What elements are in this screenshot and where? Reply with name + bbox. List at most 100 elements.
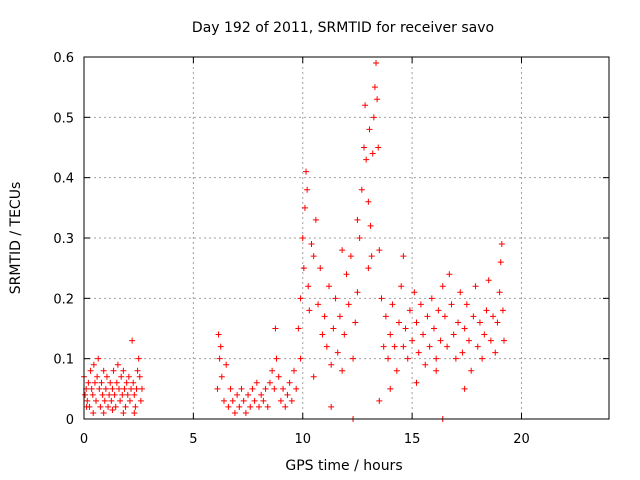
data-point [461,325,468,332]
data-point [131,409,138,416]
data-point [123,379,130,386]
data-point [474,343,481,350]
y-tick-label: 0.4 [53,172,74,187]
data-point [247,403,254,410]
data-point [417,301,424,308]
y-tick-label: 0.2 [53,292,74,307]
data-point [415,349,422,356]
data-point [459,349,466,356]
x-tick-label: 0 [80,432,88,447]
data-point [310,253,317,260]
data-point [133,385,140,392]
data-point [319,331,326,338]
data-point [106,391,113,398]
data-point [450,331,457,338]
data-point [332,295,339,302]
data-point [479,355,486,362]
data-point [124,391,131,398]
data-point [366,126,373,133]
data-point [301,204,308,211]
data-point [272,325,279,332]
y-axis-label: SRMTID / TECUs [8,182,24,295]
data-point [376,397,383,404]
data-point [134,367,141,374]
data-point [494,319,501,326]
data-point [121,385,128,392]
data-point [411,289,418,296]
data-point [354,289,361,296]
data-point [229,397,236,404]
data-point [112,403,119,410]
data-point [93,397,100,404]
data-point [217,343,224,350]
data-point [339,367,346,374]
data-point [107,379,114,386]
data-point [334,349,341,356]
data-point [221,397,227,404]
data-point [404,355,411,362]
data-point [297,355,304,362]
data-point [98,379,105,386]
data-point [215,331,222,338]
data-point [330,325,337,332]
data-point [102,385,109,392]
data-point [374,96,381,103]
data-point [490,313,497,320]
data-point [240,397,247,404]
data-point [369,150,376,157]
data-point [90,361,97,368]
data-point [258,391,265,398]
data-point [89,391,96,398]
data-point [280,385,287,392]
data-point [336,313,343,320]
data-point [108,397,115,404]
data-point [393,367,400,374]
data-point [499,307,506,314]
data-point [323,343,330,350]
data-point [368,253,375,260]
data-point [328,361,335,368]
y-tick-label: 0 [66,413,74,428]
data-point [380,343,387,350]
data-point [426,343,433,350]
data-point [485,277,492,284]
data-point [387,331,394,338]
data-point [262,385,269,392]
data-point [472,283,479,290]
data-point [100,409,107,416]
data-point [291,367,297,374]
data-point [299,235,306,241]
data-point [501,337,507,344]
data-point [120,409,127,416]
data-point [116,385,122,392]
data-point [361,144,367,151]
data-point [223,361,230,368]
data-point [88,385,95,392]
data-point [218,373,225,380]
data-point [234,391,241,398]
data-point [476,319,483,326]
data-point [103,373,110,380]
data-point [343,271,350,278]
data-point [315,301,322,308]
data-point [136,373,143,380]
data-point [362,102,369,109]
data-point [100,367,107,374]
data-point [413,319,420,326]
data-point [135,355,142,362]
data-point [125,373,132,380]
data-point [448,301,455,308]
data-point [497,259,504,266]
data-point [273,355,280,362]
data-point [126,397,133,404]
data-point [277,397,284,404]
data-point [312,216,319,223]
data-point [356,235,363,241]
data-point [137,397,144,404]
data-point [420,331,427,338]
data-point [84,397,91,404]
data-point [373,60,380,67]
data-point [466,337,472,344]
